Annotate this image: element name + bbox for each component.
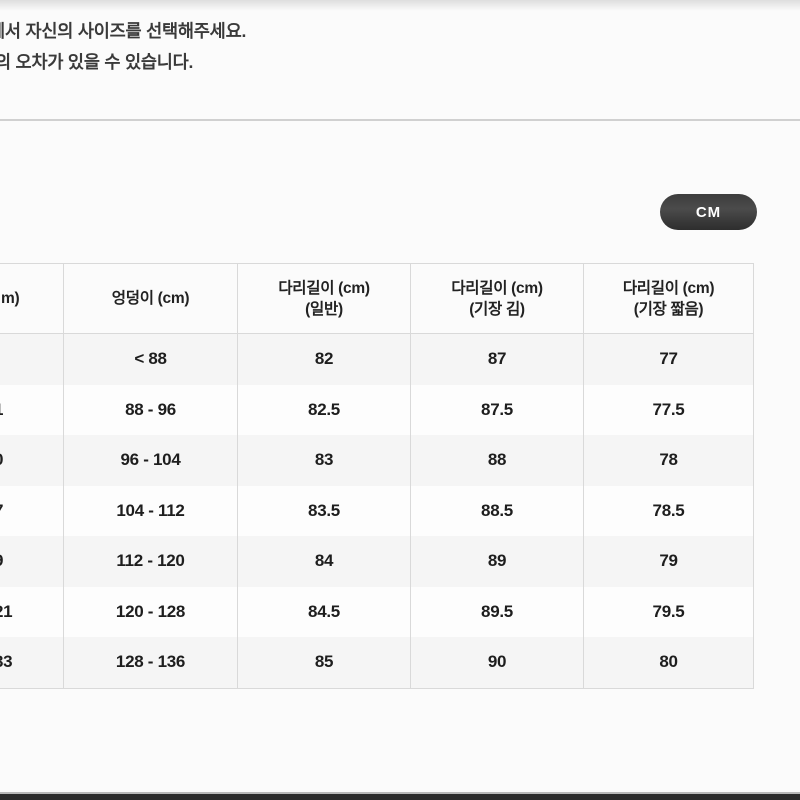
header-waist-fragment: m) [1, 290, 20, 307]
waist-cell-fragment: 1 [0, 385, 63, 436]
hip-cell: 96 - 104 [63, 435, 237, 486]
header-leg-short-line1: 다리길이 (cm) [622, 279, 715, 297]
header-leg-short-line2: (기장 짧음) [633, 300, 704, 318]
leg-long-cell: 88.5 [410, 485, 583, 536]
size-guide-instructions: 에서 자신의 사이즈를 선택해주세요. 의 오차가 있을 수 있습니다. [0, 16, 246, 78]
hip-cell: 104 - 112 [63, 485, 237, 536]
leg-long-cell: 87 [410, 334, 583, 385]
hip-cell: 112 - 120 [63, 536, 237, 587]
leg-short-cell: 77 [583, 334, 753, 385]
leg-short-cell: 77.5 [583, 384, 753, 435]
leg-short-cell: 78 [583, 435, 753, 486]
waist-cell-fragment: 33 [0, 652, 13, 672]
waist-cell-fragment: 7 [0, 486, 63, 537]
header-leg-normal-line2: (일반) [305, 300, 343, 318]
leg-normal-cell: 82 [237, 334, 410, 385]
header-leg-long: 다리길이 (cm) (기장 김) [410, 264, 583, 333]
waist-cell-fragment: 0 [0, 435, 63, 486]
size-chart-table: m) 엉덩이 (cm) 다리길이 (cm) (일반) 다리길이 (cm) (기장… [0, 263, 754, 689]
unit-toggle-cm-button[interactable]: CM [660, 194, 757, 230]
instruction-line-1: 에서 자신의 사이즈를 선택해주세요. [0, 21, 247, 41]
header-leg-long-line2: (기장 김) [469, 300, 525, 318]
section-divider [0, 119, 800, 121]
leg-long-cell: 90 [410, 637, 583, 688]
leg-short-cell: 79 [583, 536, 753, 587]
leg-long-cell: 88 [410, 435, 583, 486]
header-leg-long-line1: 다리길이 (cm) [451, 279, 543, 297]
header-leg-normal-line1: 다리길이 (cm) [278, 279, 370, 297]
waist-cell-fragment [0, 334, 63, 385]
leg-normal-cell: 83.5 [237, 485, 410, 536]
header-waist-cut: m) [0, 264, 63, 333]
leg-short-cell: 79.5 [583, 586, 753, 637]
header-leg-short: 다리길이 (cm) (기장 짧음) [583, 264, 753, 333]
header-hip-label: 엉덩이 (cm) [111, 290, 190, 307]
leg-long-cell: 87.5 [410, 384, 583, 435]
leg-normal-cell: 85 [237, 637, 410, 688]
table-row: < 88 82 87 77 [0, 334, 753, 385]
hip-cell: 120 - 128 [63, 586, 237, 637]
hip-cell: 128 - 136 [63, 637, 237, 688]
next-content-edge [0, 792, 800, 800]
leg-long-cell: 89 [410, 536, 583, 587]
hip-cell: < 88 [63, 334, 237, 385]
hip-cell: 88 - 96 [63, 384, 237, 435]
header-leg-normal: 다리길이 (cm) (일반) [237, 264, 410, 333]
leg-short-cell: 80 [583, 637, 753, 688]
table-header-row: m) 엉덩이 (cm) 다리길이 (cm) (일반) 다리길이 (cm) (기장… [0, 264, 753, 334]
leg-normal-cell: 84.5 [237, 586, 410, 637]
leg-normal-cell: 82.5 [237, 384, 410, 435]
instruction-line-2: 의 오차가 있을 수 있습니다. [0, 52, 194, 72]
leg-long-cell: 89.5 [410, 586, 583, 637]
header-hip: 엉덩이 (cm) [63, 264, 237, 333]
waist-cell-fragment: 21 [0, 601, 13, 621]
waist-cell-fragment: 9 [0, 536, 63, 587]
leg-short-cell: 78.5 [583, 485, 753, 536]
leg-normal-cell: 84 [237, 536, 410, 587]
previous-content-edge [0, 0, 800, 11]
leg-normal-cell: 83 [237, 435, 410, 486]
